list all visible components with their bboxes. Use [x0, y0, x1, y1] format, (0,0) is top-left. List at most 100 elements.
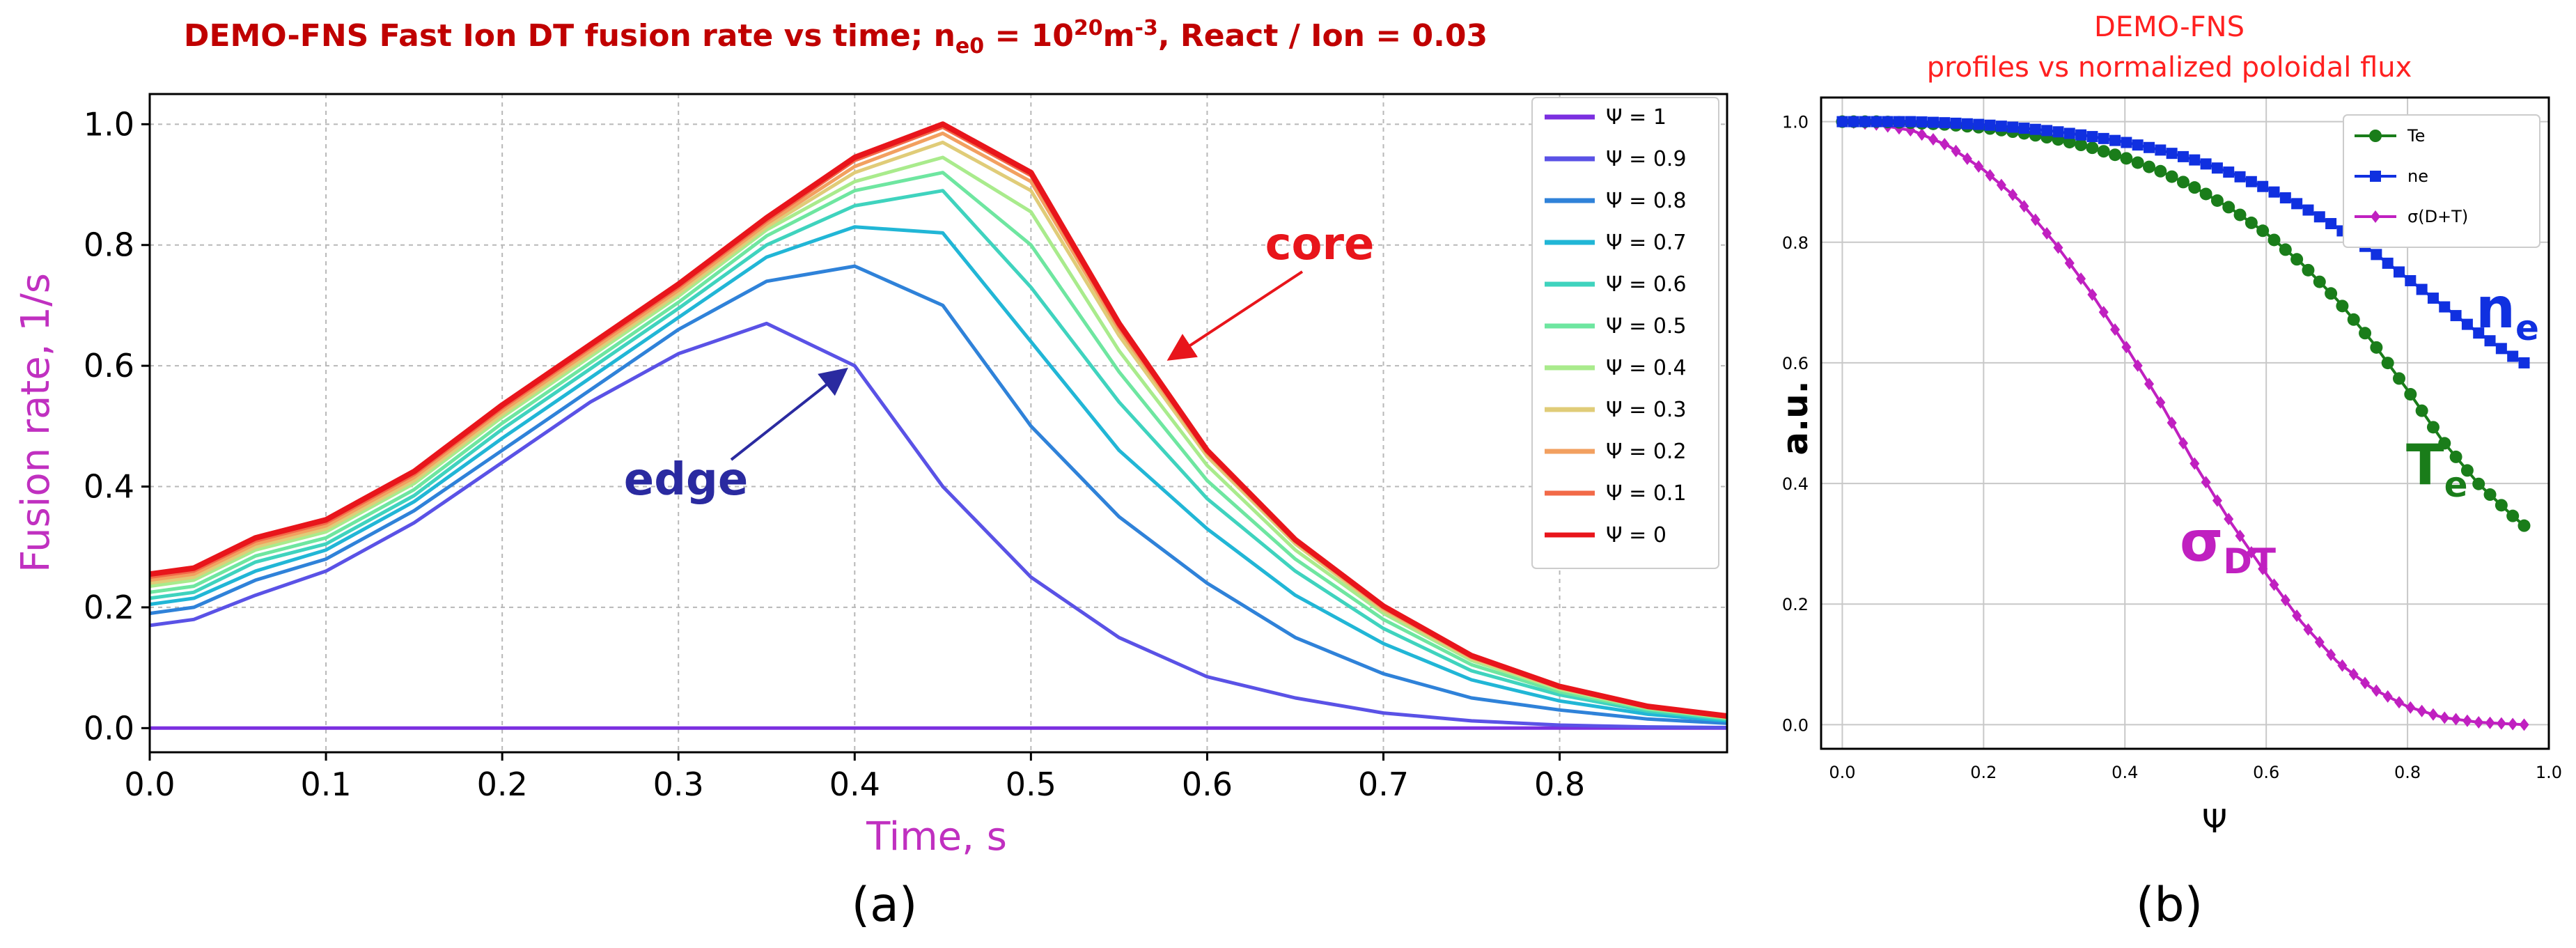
panel-b-label: (b): [2136, 878, 2203, 933]
series-line-psi-3: [149, 225, 1728, 723]
series-marker: [2155, 396, 2166, 409]
chart-b-ytick-label: 0.2: [1782, 595, 1809, 614]
annotation-core: core: [1265, 219, 1375, 270]
chart-a-frame: [148, 93, 1728, 754]
chart-b-legend: Te ne σ(D+T): [2343, 114, 2540, 248]
series-marker: [2144, 378, 2155, 391]
chart-a-ytick-label: 0.2: [84, 589, 134, 626]
series-marker: [2110, 323, 2121, 336]
chart-a-xtick-label: 0.3: [653, 766, 704, 803]
series-marker: [2483, 488, 2497, 502]
series-marker: [2507, 350, 2519, 362]
series-marker: [2392, 372, 2405, 385]
series-marker: [2222, 201, 2235, 214]
chart-a-xtick-label: 0.7: [1358, 766, 1409, 803]
series-marker: [2370, 341, 2383, 354]
series-marker: [2404, 388, 2417, 401]
legend-label: σ(D+T): [2407, 207, 2468, 226]
series-marker: [2381, 357, 2394, 370]
chart-b-xtick-label: 0.8: [2394, 763, 2421, 782]
series-marker: [2109, 148, 2122, 162]
chart-a-xtick-label: 0.8: [1534, 766, 1585, 803]
annotation-sigma-dt: σDT: [2180, 509, 2276, 582]
series-marker: [2075, 139, 2088, 152]
legend-label: ne: [2407, 166, 2428, 186]
series-marker: [2518, 357, 2530, 368]
series-marker: [2428, 708, 2438, 721]
chart-a-xtick-label: 0.1: [300, 766, 351, 803]
legend-label: Ψ = 0.7: [1606, 231, 1687, 255]
chart-a-lines: [149, 121, 1728, 730]
chart-a-xtick-label: 0.0: [124, 766, 175, 803]
chart-b-title-line1: DEMO-FNS: [2094, 11, 2245, 43]
series-marker: [2210, 194, 2224, 207]
chart-a-xlabel: Time, s: [866, 814, 1007, 860]
series-marker: [2132, 139, 2144, 151]
legend-label: Ψ = 0.5: [1606, 314, 1687, 339]
chart-b-lines: [1836, 115, 2531, 731]
series-marker: [2098, 132, 2109, 144]
series-line-psi-9: [149, 125, 1728, 719]
legend-label: Ψ = 0.1: [1606, 481, 1687, 506]
series-line-psi-5: [149, 171, 1728, 720]
chart-b-ytick-label: 0.4: [1782, 474, 1809, 494]
series-marker: [2087, 288, 2098, 302]
series-marker: [2165, 170, 2178, 183]
series-marker: [2188, 181, 2201, 194]
series-marker: [1859, 116, 1871, 127]
chart-b-legend-box: [2343, 114, 2540, 248]
series-marker: [2042, 227, 2052, 240]
chart-b-frame: [1820, 96, 2550, 750]
series-marker: [2472, 477, 2485, 490]
series-marker: [2064, 256, 2075, 270]
chart-b-ytick-label: 0.8: [1782, 233, 1809, 253]
chart-a-ytick-label: 0.4: [84, 468, 134, 506]
series-marker: [2176, 176, 2189, 189]
series-marker: [2473, 327, 2485, 339]
series-marker: [2440, 711, 2450, 724]
series-marker: [2154, 164, 2167, 178]
series-marker: [2495, 499, 2508, 512]
series-marker: [2337, 659, 2348, 672]
series-marker: [2280, 593, 2290, 607]
series-marker: [2234, 171, 2246, 182]
series-marker: [2258, 562, 2268, 575]
series-marker: [1939, 117, 1951, 129]
series-marker: [1917, 128, 1927, 141]
series-marker: [2178, 437, 2188, 450]
series-marker: [2302, 263, 2315, 277]
series-marker: [1928, 133, 1938, 146]
series-marker: [2211, 162, 2223, 174]
series-marker: [2347, 313, 2360, 326]
legend-label: Ψ = 0.3: [1606, 398, 1687, 422]
series-marker: [2336, 300, 2349, 313]
chart-b-ticks: 0.0 0.2 0.4 0.6 0.8 1.0 0.0 0.2 0.4 0.6 0.8 1.0: [1782, 113, 2562, 782]
series-marker: [1950, 117, 1962, 129]
series-marker: [1905, 116, 1917, 127]
series-marker: [2018, 123, 2030, 134]
series-marker: [1848, 116, 1859, 127]
series-marker: [2279, 243, 2292, 256]
series-marker: [2076, 272, 2086, 286]
series-marker: [2450, 310, 2462, 322]
series-marker: [2029, 123, 2041, 135]
series-marker: [2292, 609, 2302, 622]
chart-b-ytick-label: 1.0: [1782, 113, 1809, 132]
panel-b: DEMO-FNS profiles vs normalized poloidal…: [1775, 11, 2562, 933]
series-marker: [2360, 676, 2371, 690]
series-marker: [1939, 137, 1950, 150]
series-marker: [1951, 144, 1961, 157]
chart-b-title-line2: profiles vs normalized poloidal flux: [1927, 52, 2412, 84]
series-line-psi-8: [149, 131, 1728, 719]
series-marker: [2438, 437, 2451, 450]
series-marker: [2326, 648, 2336, 661]
series-marker: [2496, 717, 2506, 730]
series-marker: [2200, 158, 2212, 170]
series-marker: [2030, 213, 2040, 226]
series-marker: [2098, 306, 2109, 319]
series-marker: [2256, 224, 2270, 238]
series-marker: [1985, 169, 1995, 182]
chart-a-ytick-label: 0.6: [84, 347, 134, 384]
series-marker: [2189, 457, 2200, 470]
